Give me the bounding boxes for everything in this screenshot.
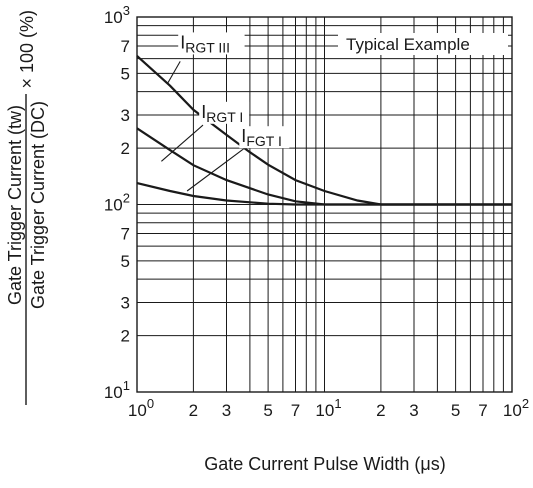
y-tick-label-5: 102 xyxy=(104,191,130,215)
x-tick-label-5: 101 xyxy=(315,396,341,420)
y-axis-label: Gate Trigger Current (tw) Gate Trigger C… xyxy=(5,10,48,405)
x-tick-label-10-base: 10 xyxy=(503,401,522,420)
x-tick-label-1: 2 xyxy=(189,401,198,420)
series-label-background-2 xyxy=(239,126,290,149)
series-label-background-1 xyxy=(199,101,250,124)
series-label-main-1: I xyxy=(201,102,206,122)
series-label-2: IFGT I xyxy=(241,126,282,149)
series-label-main-0: I xyxy=(180,32,185,52)
series-label-sub-2: FGT I xyxy=(246,133,282,149)
x-tick-label-10: 102 xyxy=(503,396,529,420)
series-label-sub-0: RGT III xyxy=(185,39,230,55)
series-curve-2 xyxy=(136,182,512,206)
y-tick-label-7: 5 xyxy=(121,252,130,271)
x-tick-labels: 100 2 3 5 7 101 2 3 5 7 102 xyxy=(128,396,529,420)
series-leader-0 xyxy=(166,61,181,85)
x-tick-label-7: 3 xyxy=(409,401,418,420)
x-tick-label-5-base: 10 xyxy=(315,401,334,420)
y-tick-label-0: 103 xyxy=(104,3,130,27)
y-axis-label-numerator: Gate Trigger Current (tw) xyxy=(5,105,25,305)
y-tick-label-10: 101 xyxy=(104,378,130,402)
y-tick-label-9: 2 xyxy=(121,327,130,346)
x-tick-label-5-exp: 1 xyxy=(334,396,341,411)
y-tick-label-5-exp: 2 xyxy=(123,191,130,206)
y-tick-label-3: 3 xyxy=(121,106,130,125)
y-axis-label-denominator: Gate Trigger Current (DC) xyxy=(28,101,48,309)
series-label-background-0 xyxy=(178,32,245,55)
legend-box: Typical Example xyxy=(346,35,470,54)
x-tick-label-4: 7 xyxy=(291,401,300,420)
y-axis-label-suffix: × 100 (%) xyxy=(17,10,37,89)
x-tick-label-3: 5 xyxy=(263,401,272,420)
x-tick-label-0-base: 10 xyxy=(128,401,147,420)
curves xyxy=(136,55,512,206)
x-tick-label-9: 7 xyxy=(478,401,487,420)
x-axis-label: Gate Current Pulse Width (μs) xyxy=(204,454,445,474)
y-tick-label-6: 7 xyxy=(121,225,130,244)
y-tick-label-4: 2 xyxy=(121,139,130,158)
x-tick-label-8: 5 xyxy=(451,401,460,420)
y-tick-label-10-exp: 1 xyxy=(123,378,130,393)
y-tick-label-5-base: 10 xyxy=(104,196,123,215)
series-label-main-2: I xyxy=(241,126,246,146)
x-tick-label-0-exp: 0 xyxy=(147,396,154,411)
y-tick-label-2: 5 xyxy=(121,64,130,83)
x-tick-label-6: 2 xyxy=(376,401,385,420)
series-leader-1 xyxy=(161,124,204,162)
y-tick-label-8: 3 xyxy=(121,294,130,313)
x-tick-label-0: 100 xyxy=(128,396,154,420)
y-tick-label-0-exp: 3 xyxy=(123,3,130,18)
y-tick-label-0-base: 10 xyxy=(104,8,123,27)
x-tick-label-2: 3 xyxy=(222,401,231,420)
y-tick-label-1: 7 xyxy=(121,37,130,56)
y-tick-label-10-base: 10 xyxy=(104,383,123,402)
series-leader-2 xyxy=(186,148,244,192)
legend-box-background xyxy=(338,33,508,55)
series-label-0: IRGT III xyxy=(180,32,230,55)
x-tick-label-10-exp: 2 xyxy=(522,396,529,411)
series-label-sub-1: RGT I xyxy=(206,109,243,125)
series-label-1: IRGT I xyxy=(201,102,243,125)
